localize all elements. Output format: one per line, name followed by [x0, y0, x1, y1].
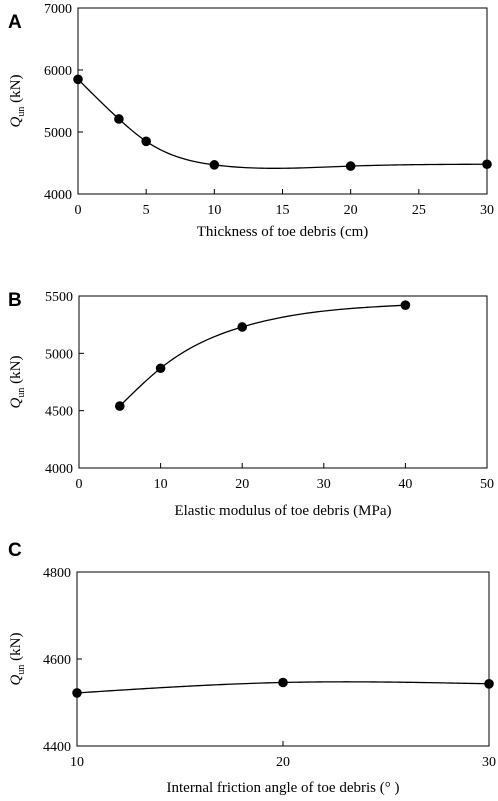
- plot-frame: [76, 571, 490, 747]
- x-tick-label: 50: [480, 477, 494, 492]
- y-tick-label: 6000: [44, 64, 72, 79]
- chart-panel-a: A 4000 5000 6000 7000 0 5 10 15 20 25 30 Thickness o…: [8, 2, 494, 240]
- x-axis-title: Elastic modulus of toe debris (MPa): [174, 503, 391, 519]
- x-tick-label: 10: [154, 477, 168, 492]
- x-tick-label: 0: [75, 203, 82, 218]
- x-axis-title: Internal friction angle of toe debris (°…: [167, 780, 400, 796]
- data-point: [155, 363, 166, 374]
- x-tick-label: 20: [276, 755, 290, 770]
- x-tick-label: 15: [276, 203, 290, 218]
- y-tick-label: 4500: [45, 405, 73, 420]
- data-point: [72, 688, 82, 698]
- series-line: [77, 78, 488, 169]
- panel-letter: B: [8, 290, 22, 311]
- data-point: [237, 322, 247, 332]
- x-tick-label: 20: [235, 477, 249, 492]
- y-tick-label: 5500: [45, 290, 73, 305]
- y-axis-title: Qun (kN): [8, 356, 27, 409]
- y-axis-title: Qun (kN): [8, 633, 27, 686]
- panel-letter: C: [8, 540, 22, 561]
- x-tick-label: 20: [344, 203, 358, 218]
- y-tick-label: 5000: [44, 126, 72, 141]
- x-tick-label: 5: [143, 203, 150, 218]
- y-tick-label: 4800: [43, 566, 71, 581]
- data-point: [114, 114, 124, 124]
- x-tick-label: 30: [480, 203, 494, 218]
- x-tick-label: 10: [207, 203, 221, 218]
- y-tick-label: 4600: [43, 653, 71, 668]
- x-tick-label: 10: [70, 755, 84, 770]
- data-point: [345, 161, 356, 171]
- y-tick-label: 5000: [45, 347, 73, 362]
- y-tick-label: 4400: [43, 740, 71, 755]
- data-point: [141, 136, 151, 147]
- y-tick-label: 7000: [44, 2, 72, 17]
- y-tick-label: 4000: [45, 462, 73, 477]
- data-point: [482, 159, 492, 170]
- x-tick-label: 25: [412, 203, 426, 218]
- x-tick-label: 30: [482, 755, 496, 770]
- chart-panel-c: C 4400 4600 4800 10 20 30 Internal friction ang…: [8, 540, 496, 796]
- y-axis-title: Qun (kN): [8, 75, 27, 128]
- x-tick-label: 30: [317, 477, 331, 492]
- data-point: [73, 74, 83, 85]
- data-point: [400, 300, 411, 310]
- x-tick-label: 0: [76, 477, 83, 492]
- chart-panel-b: B 4000 4500 5000 5500 0 10 20 30 40 50 Elastic modu…: [8, 290, 494, 519]
- data-point: [209, 160, 220, 170]
- data-point: [115, 401, 125, 411]
- x-tick-label: 40: [398, 477, 412, 492]
- plot-frame: [77, 7, 488, 195]
- data-point: [278, 677, 288, 688]
- series-line: [119, 304, 406, 407]
- panel-letter: A: [8, 12, 22, 33]
- y-tick-label: 4000: [44, 188, 72, 203]
- x-axis-title: Thickness of toe debris (cm): [197, 224, 369, 240]
- data-point: [484, 678, 494, 689]
- plot-frame: [78, 295, 488, 469]
